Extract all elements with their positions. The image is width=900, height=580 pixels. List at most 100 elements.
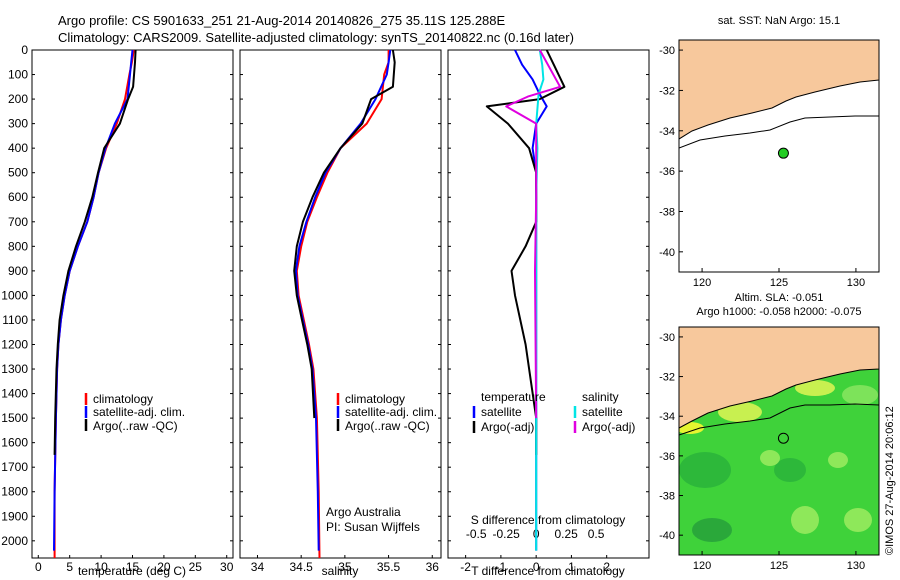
x-tick-label: 20 <box>157 560 171 574</box>
depth-tick-label: 100 <box>8 68 28 82</box>
legend-argo: Argo(..raw -QC) <box>93 419 178 433</box>
map-y-tick-label: -36 <box>659 166 675 178</box>
x-tick-label: 30 <box>220 560 234 574</box>
sla-map: -30 -32 -34 -36 -38 -40 120 125 130 <box>659 326 880 572</box>
depth-tick-label: 1400 <box>1 387 28 401</box>
data-layer <box>53 49 566 559</box>
sla-anomaly-blob <box>842 385 878 405</box>
legend-temp-title: temperature <box>481 390 546 404</box>
salinity-note-pi: PI: Susan Wijffels <box>326 520 420 534</box>
sst-map: -30 -32 -34 -36 -38 -40 120 125 130 <box>659 39 880 289</box>
depth-tick-label: 1000 <box>1 288 28 302</box>
sst-isobath <box>679 115 879 149</box>
series-climatology <box>295 50 390 559</box>
sst-map-title: sat. SST: NaN Argo: 15.1 <box>718 15 840 27</box>
s-tick-label: 0.25 <box>554 527 578 541</box>
sla-anomaly-blob <box>795 380 835 396</box>
depth-tick-label: 700 <box>8 215 28 229</box>
s-tick-label: -0.25 <box>493 527 521 541</box>
sla-argo-float-marker <box>777 432 789 444</box>
sla-map-title: Altim. SLA: -0.051 <box>735 292 824 304</box>
sla-anomaly-blob <box>844 508 872 532</box>
x-tick-label: 35 <box>338 560 352 574</box>
legend-satellite: satellite-adj. clim. <box>93 405 185 419</box>
sla-land <box>679 327 879 429</box>
legend-satellite: satellite-adj. clim. <box>345 405 437 419</box>
s-tick-label: -0.5 <box>466 527 487 541</box>
map-y-tick-label: -30 <box>659 332 675 344</box>
x-tick-label: 10 <box>94 560 108 574</box>
depth-axis: 0 100 200 300 400 500 600 700 800 900 1000 1100 1200… <box>1 43 28 548</box>
legend-climatology: climatology <box>345 392 405 406</box>
sla-anomaly-blob <box>718 402 762 422</box>
legend-argo: Argo(..raw -QC) <box>345 419 430 433</box>
depth-tick-label: 1500 <box>1 411 28 425</box>
sst-argo-float-marker <box>777 147 789 159</box>
salinity-xlabel: salinity <box>322 564 359 578</box>
salinity-note-institution: Argo Australia <box>326 505 401 519</box>
difference-panel <box>447 49 650 559</box>
sla-map-subtitle: Argo h1000: -0.058 h2000: -0.075 <box>696 306 861 318</box>
tick-layer: 0 5 10 15 20 25 30 34 34.5 35 35.5 36 -2 -1 0 1 2 -0.5 -0.… <box>32 49 649 574</box>
legend-climatology: climatology <box>93 392 153 406</box>
x-tick-label: 5 <box>66 560 73 574</box>
difference-legend: temperature satellite Argo(-adj) salinit… <box>472 390 635 434</box>
difference-top-label: S difference from climatology <box>471 513 626 527</box>
difference-xlabel: T difference from climatology <box>471 564 625 578</box>
sst-map-axes: -30 -32 -34 -36 -38 -40 120 125 130 <box>659 45 865 289</box>
temperature-xlabel: temperature (deg C) <box>78 564 186 578</box>
sla-anomaly-blob <box>774 458 806 482</box>
map-y-tick-label: -32 <box>659 372 675 384</box>
depth-tick-label: 400 <box>8 141 28 155</box>
map-x-tick-label: 120 <box>693 277 711 289</box>
x-tick-label: 34 <box>251 560 265 574</box>
depth-tick-label: 1600 <box>1 436 28 450</box>
x-tick-label: 2 <box>603 560 610 574</box>
map-y-tick-label: -36 <box>659 451 675 463</box>
map-x-tick-label: 125 <box>770 277 788 289</box>
depth-tick-label: 2000 <box>1 534 28 548</box>
sla-anomaly-blob <box>692 518 732 542</box>
series-climatology <box>53 49 135 558</box>
depth-tick-label: 1100 <box>2 313 28 327</box>
depth-tick-label: 1700 <box>1 460 28 474</box>
depth-tick-label: 1200 <box>1 337 28 351</box>
header-title: Argo profile: CS 5901633_251 21-Aug-2014… <box>58 13 506 28</box>
sla-isobath <box>679 403 879 436</box>
depth-tick-label: 300 <box>8 117 28 131</box>
sla-anomaly-blob <box>760 450 780 466</box>
x-tick-label: 25 <box>189 560 203 574</box>
depth-tick-label: 1800 <box>1 485 28 499</box>
depth-tick-label: 500 <box>8 166 28 180</box>
sla-anomaly-blob <box>679 452 731 488</box>
x-tick-label: 0 <box>533 560 540 574</box>
map-x-tick-label: 120 <box>693 560 711 572</box>
x-tick-label: -2 <box>460 560 471 574</box>
map-y-tick-label: -32 <box>659 85 675 97</box>
x-tick-label: 0 <box>35 560 42 574</box>
map-y-tick-label: -34 <box>659 126 675 138</box>
map-y-tick-label: -40 <box>659 247 675 259</box>
series-argo-raw-qc <box>53 49 137 455</box>
header-subtitle: Climatology: CARS2009. Satellite-adjuste… <box>58 30 574 45</box>
map-x-tick-label: 130 <box>847 560 865 572</box>
sst-land <box>679 40 879 140</box>
salinity-legend: climatology satellite-adj. clim. Argo(..… <box>336 392 437 433</box>
salinity-panel <box>239 49 442 559</box>
legend-sal-satellite: satellite <box>582 405 623 419</box>
x-tick-label: 34.5 <box>289 560 313 574</box>
sla-anomaly-blob <box>791 506 819 534</box>
depth-tick-label: 0 <box>21 43 28 57</box>
x-tick-label: 35.5 <box>377 560 401 574</box>
x-tick-label: -1 <box>496 560 507 574</box>
x-tick-label: 15 <box>126 560 140 574</box>
legend-sal-title: salinity <box>582 390 619 404</box>
legend-temp-satellite: satellite <box>481 405 522 419</box>
map-x-tick-label: 125 <box>770 560 788 572</box>
legend-sal-argo: Argo(-adj) <box>582 420 635 434</box>
imos-timestamp: ©IMOS 27-Aug-2014 20:06:12 <box>884 406 896 555</box>
map-y-tick-label: -30 <box>659 45 675 57</box>
map-y-tick-label: -40 <box>659 530 675 542</box>
sla-anomaly-blob <box>828 452 848 468</box>
series-satellite-adj-clim <box>53 49 134 551</box>
